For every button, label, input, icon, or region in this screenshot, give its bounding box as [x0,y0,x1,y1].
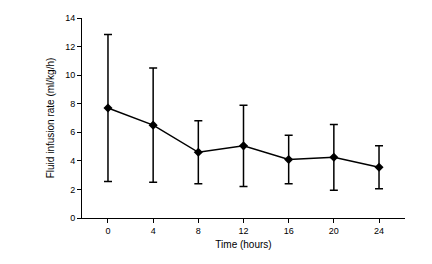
svg-text:6: 6 [70,127,75,137]
svg-text:14: 14 [65,13,75,23]
svg-text:4: 4 [70,156,75,166]
svg-text:24: 24 [374,226,384,236]
svg-text:20: 20 [329,226,339,236]
svg-text:0: 0 [70,213,75,223]
svg-text:8: 8 [70,99,75,109]
svg-text:8: 8 [196,226,201,236]
svg-text:16: 16 [284,226,294,236]
svg-text:4: 4 [151,226,156,236]
svg-text:Fluid infusion rate (ml/kg/h): Fluid infusion rate (ml/kg/h) [45,58,56,179]
svg-text:12: 12 [238,226,248,236]
svg-text:Time (hours): Time (hours) [215,239,271,250]
svg-text:0: 0 [105,226,110,236]
svg-text:12: 12 [65,42,75,52]
svg-text:10: 10 [65,70,75,80]
svg-text:2: 2 [70,185,75,195]
